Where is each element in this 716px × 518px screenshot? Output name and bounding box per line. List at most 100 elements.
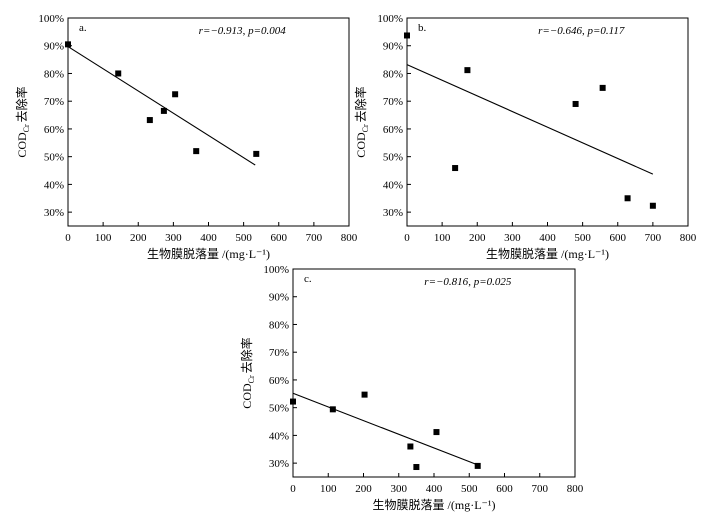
y-tick-label: 30% <box>44 207 64 219</box>
x-tick-label: 100 <box>320 483 337 495</box>
x-tick-label: 100 <box>434 232 451 244</box>
x-tick-label: 500 <box>461 483 478 495</box>
y-tick-label: 80% <box>269 319 289 331</box>
x-tick-label: 800 <box>680 232 697 244</box>
y-axis-label-tail: 去除率 <box>239 337 254 373</box>
y-tick-label: 70% <box>269 347 289 359</box>
y-tick-label: 90% <box>383 41 403 53</box>
data-point <box>329 406 336 413</box>
x-tick-label: 700 <box>645 232 662 244</box>
y-tick-label: 30% <box>383 207 403 219</box>
y-tick-label: 70% <box>44 96 64 108</box>
y-axis-label-tail: 去除率 <box>353 86 368 122</box>
data-point <box>624 195 631 202</box>
data-point <box>413 464 420 471</box>
data-point <box>361 391 368 398</box>
y-tick-label: 70% <box>383 96 403 108</box>
regression-line <box>406 64 654 175</box>
r-value: r=−0.816 <box>424 276 468 288</box>
x-tick-label: 300 <box>391 483 408 495</box>
x-tick-label: 0 <box>65 232 71 244</box>
x-tick-label: 700 <box>532 483 549 495</box>
y-axis-label: CODCr 去除率 <box>353 86 370 157</box>
data-point <box>193 148 200 155</box>
x-tick-label: 600 <box>271 232 288 244</box>
data-point <box>433 429 440 436</box>
annotation-separator: , <box>243 25 249 37</box>
y-tick-label: 90% <box>44 41 64 53</box>
annotation-separator: , <box>468 276 474 288</box>
y-axis-label-head: COD <box>15 132 29 158</box>
y-axis-label: CODCr 去除率 <box>239 337 256 408</box>
y-tick-label: 90% <box>269 292 289 304</box>
x-tick-label: 800 <box>567 483 584 495</box>
y-tick-label: 60% <box>44 124 64 136</box>
x-axis-label: 生物膜脱落量 /(mg·L⁻¹) <box>373 497 496 512</box>
x-tick-label: 400 <box>539 232 556 244</box>
y-tick-label: 100% <box>263 264 289 276</box>
chart-panel-3: 0 100 200 300 400 500 600 700 800 30% 40% 50% 60% 70%… <box>239 264 584 512</box>
x-tick-label: 100 <box>95 232 112 244</box>
data-point <box>172 91 179 98</box>
y-tick-label: 40% <box>269 430 289 442</box>
correlation-annotation: r=−0.816, p=0.025 <box>424 276 512 288</box>
y-axis-label-subscript: Cr <box>247 375 256 383</box>
y-tick-label: 40% <box>383 179 403 191</box>
y-tick-label: 30% <box>269 458 289 470</box>
x-tick-label: 400 <box>426 483 443 495</box>
y-tick-label: 100% <box>377 13 403 25</box>
data-point <box>253 150 260 157</box>
chart-panel-1: 0 100 200 300 400 500 600 700 800 30% 40% 50% 60% 70%… <box>14 13 358 261</box>
data-point <box>115 70 122 77</box>
x-tick-label: 400 <box>200 232 217 244</box>
y-axis-label-head: COD <box>354 132 368 158</box>
regression-line <box>292 392 477 466</box>
y-tick-label: 60% <box>269 375 289 387</box>
y-tick-label: 50% <box>44 152 64 164</box>
data-point <box>572 100 579 107</box>
x-tick-label: 700 <box>306 232 323 244</box>
x-tick-label: 200 <box>355 483 372 495</box>
correlation-annotation: r=−0.646, p=0.117 <box>538 25 625 37</box>
panel-label: b. <box>418 22 427 34</box>
x-axis-label: 生物膜脱落量 /(mg·L⁻¹) <box>147 246 270 261</box>
data-point <box>649 202 656 209</box>
y-tick-label: 100% <box>38 13 64 25</box>
y-axis-label-subscript: Cr <box>22 124 31 132</box>
x-axis-label: 生物膜脱落量 /(mg·L⁻¹) <box>486 246 609 261</box>
regression-line <box>67 46 256 166</box>
y-axis-label-head: COD <box>240 383 254 409</box>
x-tick-label: 500 <box>574 232 591 244</box>
correlation-annotation: r=−0.913, p=0.004 <box>199 25 287 37</box>
y-axis-label: CODCr 去除率 <box>14 86 31 157</box>
plot-frame <box>406 17 689 227</box>
x-tick-label: 0 <box>404 232 410 244</box>
plot-frame <box>292 268 576 478</box>
chart-panel-2: 0 100 200 300 400 500 600 700 800 30% 40% 50% 60% 70%… <box>353 13 697 261</box>
x-tick-label: 0 <box>290 483 296 495</box>
x-tick-label: 200 <box>469 232 486 244</box>
p-value: p=0.025 <box>473 276 512 288</box>
y-tick-label: 80% <box>44 68 64 80</box>
panel-label: a. <box>79 22 87 34</box>
data-point <box>290 398 296 405</box>
data-point <box>146 117 153 124</box>
y-tick-label: 80% <box>383 68 403 80</box>
data-point <box>65 41 71 48</box>
x-tick-label: 600 <box>496 483 513 495</box>
x-tick-label: 300 <box>504 232 521 244</box>
p-value: p=0.004 <box>247 25 286 37</box>
r-value: r=−0.646 <box>538 25 582 37</box>
x-tick-label: 600 <box>610 232 627 244</box>
y-tick-label: 50% <box>269 403 289 415</box>
data-point <box>452 165 459 172</box>
y-tick-label: 60% <box>383 124 403 136</box>
data-point <box>474 462 481 469</box>
y-axis-label-tail: 去除率 <box>14 86 29 122</box>
r-value: r=−0.913 <box>199 25 243 37</box>
x-tick-label: 800 <box>341 232 358 244</box>
y-tick-label: 40% <box>44 179 64 191</box>
data-point <box>464 67 471 74</box>
data-point <box>404 32 410 39</box>
